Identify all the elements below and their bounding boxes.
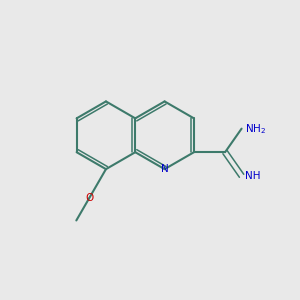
Text: O: O: [85, 194, 93, 203]
Text: N: N: [161, 164, 169, 174]
Text: NH: NH: [245, 171, 261, 181]
Text: NH$_2$: NH$_2$: [245, 122, 266, 136]
